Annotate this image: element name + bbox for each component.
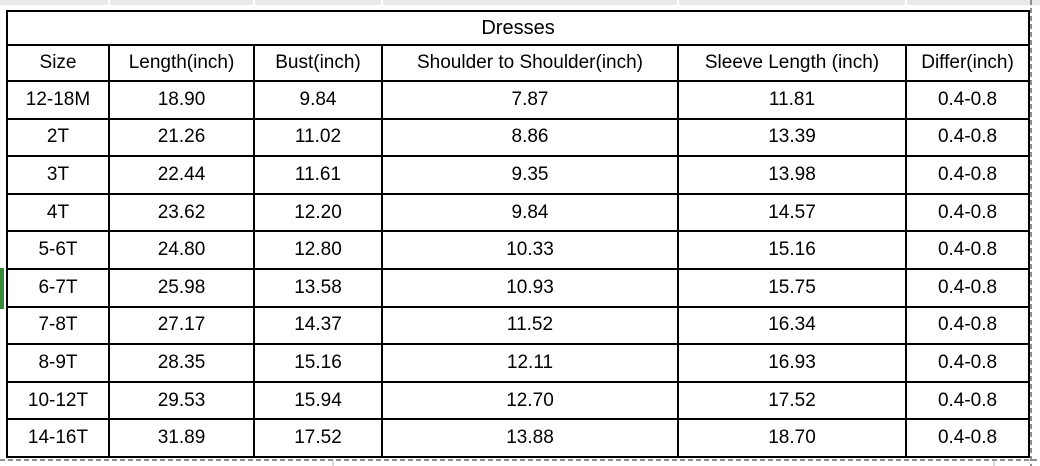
table-cell[interactable]: 13.58 [253, 267, 383, 308]
table-cell[interactable]: 12.20 [253, 192, 383, 233]
table-row: 7-8T 27.17 14.37 11.52 16.34 0.4-0.8 [6, 305, 1031, 346]
column-header-bust[interactable]: Bust(inch) [253, 44, 383, 82]
table-cell[interactable]: 14.37 [253, 305, 383, 346]
table-cell[interactable]: 11.81 [677, 80, 907, 120]
gridline-gap [253, 0, 255, 5]
table-row: 2T 21.26 11.02 8.86 13.39 0.4-0.8 [6, 117, 1031, 158]
table-cell[interactable]: 18.90 [108, 80, 255, 120]
table-row: 8-9T 28.35 15.16 12.11 16.93 0.4-0.8 [6, 343, 1031, 383]
table-cell[interactable]: 7-8T [6, 305, 110, 346]
table-row: 3T 22.44 11.61 9.35 13.98 0.4-0.8 [6, 155, 1031, 195]
table-cell[interactable]: 11.61 [253, 155, 383, 195]
table-cell[interactable]: 11.52 [381, 305, 679, 346]
table-cell[interactable]: 0.4-0.8 [904, 192, 1031, 233]
table-title-cell[interactable]: Dresses [5, 10, 1031, 46]
table-cell[interactable]: 0.4-0.8 [904, 267, 1031, 308]
table-cell[interactable]: 10-12T [6, 380, 110, 421]
table-cell[interactable]: 24.80 [108, 230, 255, 270]
table-cell[interactable]: 0.4-0.8 [904, 117, 1031, 158]
table-cell[interactable]: 12.11 [381, 343, 679, 383]
table-row: 12-18M 18.90 9.84 7.87 11.81 0.4-0.8 [6, 80, 1031, 120]
table-cell[interactable]: 25.98 [108, 267, 255, 308]
gridline-gap [677, 0, 679, 5]
page-break-line-horizontal [0, 459, 1040, 461]
gridline-gap [108, 0, 110, 5]
table-cell[interactable]: 15.94 [253, 380, 383, 421]
table-cell[interactable]: 17.52 [253, 418, 383, 458]
table-cell[interactable]: 17.52 [677, 380, 907, 421]
table-cell[interactable]: 12-18M [6, 80, 110, 120]
size-chart-table: Dresses Size Length(inch) Bust(inch) Sho… [5, 10, 1031, 458]
column-header-size[interactable]: Size [6, 44, 110, 82]
table-cell[interactable]: 10.33 [381, 230, 679, 270]
table-cell[interactable]: 0.4-0.8 [904, 343, 1031, 383]
table-cell[interactable]: 12.70 [381, 380, 679, 421]
table-cell[interactable]: 0.4-0.8 [904, 80, 1031, 120]
table-row: 5-6T 24.80 12.80 10.33 15.16 0.4-0.8 [6, 230, 1031, 270]
table-title-row: Dresses [5, 10, 1031, 46]
table-row: 14-16T 31.89 17.52 13.88 18.70 0.4-0.8 [6, 418, 1031, 458]
active-cell-border-fragment [0, 268, 4, 309]
table-cell[interactable]: 15.16 [677, 230, 907, 270]
table-cell[interactable]: 0.4-0.8 [904, 155, 1031, 195]
table-cell[interactable]: 15.75 [677, 267, 907, 308]
table-cell[interactable]: 16.93 [677, 343, 907, 383]
table-cell[interactable]: 8-9T [6, 343, 110, 383]
table-cell[interactable]: 0.4-0.8 [904, 230, 1031, 270]
table-row: 4T 23.62 12.20 9.84 14.57 0.4-0.8 [6, 192, 1031, 233]
table-row: 10-12T 29.53 15.94 12.70 17.52 0.4-0.8 [6, 380, 1031, 421]
gridline-gap [381, 0, 383, 5]
table-cell[interactable]: 11.02 [253, 117, 383, 158]
table-cell[interactable]: 7.87 [381, 80, 679, 120]
table-cell[interactable]: 22.44 [108, 155, 255, 195]
table-row-selected: 6-7T 25.98 13.58 10.93 15.75 0.4-0.8 [6, 267, 1031, 308]
table-cell[interactable]: 12.80 [253, 230, 383, 270]
column-header-sleeve[interactable]: Sleeve Length (inch) [677, 44, 907, 82]
table-cell[interactable]: 0.4-0.8 [904, 380, 1031, 421]
table-cell[interactable]: 0.4-0.8 [904, 305, 1031, 346]
table-cell[interactable]: 13.88 [381, 418, 679, 458]
page-break-line-vertical [1030, 0, 1032, 466]
gridline-tick [332, 461, 334, 466]
table-cell[interactable]: 8.86 [381, 117, 679, 158]
table-cell[interactable]: 5-6T [6, 230, 110, 270]
column-header-length[interactable]: Length(inch) [108, 44, 255, 82]
table-cell[interactable]: 10.93 [381, 267, 679, 308]
table-cell[interactable]: 21.26 [108, 117, 255, 158]
table-cell[interactable]: 0.4-0.8 [904, 418, 1031, 458]
table-cell[interactable]: 28.35 [108, 343, 255, 383]
table-cell[interactable]: 18.70 [677, 418, 907, 458]
column-header-differ[interactable]: Differ(inch) [904, 44, 1031, 82]
table-cell[interactable]: 31.89 [108, 418, 255, 458]
gridline-tick [993, 461, 995, 466]
table-cell[interactable]: 14.57 [677, 192, 907, 233]
table-cell[interactable]: 13.98 [677, 155, 907, 195]
table-cell[interactable]: 9.84 [253, 80, 383, 120]
gridline-gap [905, 0, 907, 5]
table-cell[interactable]: 14-16T [6, 418, 110, 458]
table-cell[interactable]: 27.17 [108, 305, 255, 346]
table-cell[interactable]: 16.34 [677, 305, 907, 346]
table-cell[interactable]: 9.35 [381, 155, 679, 195]
table-cell[interactable]: 6-7T [6, 267, 110, 308]
table-cell[interactable]: 29.53 [108, 380, 255, 421]
table-cell[interactable]: 4T [6, 192, 110, 233]
table-cell[interactable]: 3T [6, 155, 110, 195]
table-header-row: Size Length(inch) Bust(inch) Shoulder to… [6, 44, 1031, 82]
gridline-strip-top [0, 0, 1040, 5]
table-cell[interactable]: 23.62 [108, 192, 255, 233]
table-cell[interactable]: 15.16 [253, 343, 383, 383]
column-header-shoulder[interactable]: Shoulder to Shoulder(inch) [381, 44, 679, 82]
table-cell[interactable]: 9.84 [381, 192, 679, 233]
table-cell[interactable]: 13.39 [677, 117, 907, 158]
table-cell[interactable]: 2T [6, 117, 110, 158]
